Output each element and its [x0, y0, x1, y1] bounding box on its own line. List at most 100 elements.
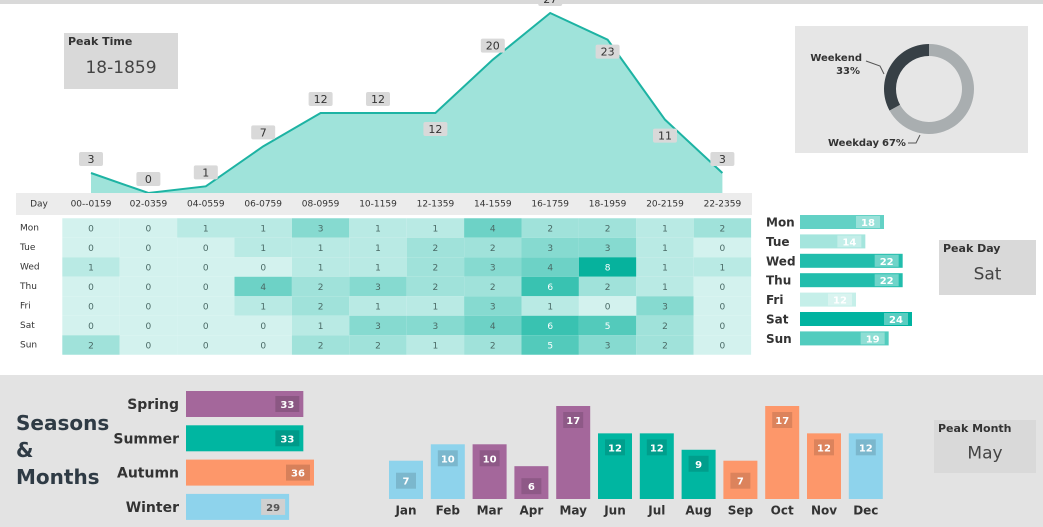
bar [598, 433, 632, 499]
heat-cell [177, 257, 235, 277]
slice-value: 67% [882, 138, 906, 149]
cell-label: 0 [203, 322, 209, 332]
heat-cell [693, 276, 752, 297]
value-label: 14 [842, 237, 856, 248]
value-label: 23 [601, 46, 615, 59]
card [64, 33, 178, 89]
heat-cell [234, 218, 292, 238]
cell-label: 6 [547, 322, 553, 332]
header-row [16, 193, 752, 215]
donut-slice [884, 44, 929, 111]
value-label-box [286, 464, 310, 481]
heat-cell [234, 315, 292, 336]
value-label: 36 [291, 469, 305, 480]
value-label: 11 [658, 130, 672, 143]
category-label: Tue [766, 235, 790, 249]
value-label-box [136, 172, 161, 186]
heat-cell [521, 315, 579, 336]
cell-label: 2 [88, 342, 94, 352]
heat-cell [521, 257, 579, 277]
value-label-box [856, 216, 880, 228]
card-label: Peak Day [943, 242, 1000, 255]
x-tick-label: Dec [853, 504, 878, 518]
bar [186, 391, 304, 417]
x-tick-label: Oct [771, 504, 794, 518]
value-label-box [646, 439, 667, 456]
value-label-box [884, 313, 908, 325]
value-label: 0 [145, 173, 152, 186]
value-label-box [538, 0, 563, 6]
category-label: Thu [766, 274, 791, 288]
heat-cell [234, 296, 292, 316]
x-tick-label: May [559, 504, 587, 518]
heat-cell [521, 335, 579, 355]
cell-label: 0 [88, 322, 94, 332]
cell-label: 0 [146, 264, 152, 274]
cell-label: 1 [375, 264, 381, 274]
value-label-box [772, 412, 793, 428]
value-label-box [595, 44, 620, 59]
heat-cell [521, 218, 579, 238]
cell-label: 2 [318, 342, 324, 352]
value-label: 6 [528, 482, 535, 493]
cell-label: 0 [146, 244, 152, 254]
heat-cell [578, 237, 637, 258]
value-label-box [860, 332, 885, 345]
heat-cell [406, 237, 465, 258]
value-label: 10 [441, 454, 455, 465]
cell-label: 1 [318, 244, 324, 254]
heat-cell [406, 276, 465, 297]
category-label: Wed [766, 254, 796, 268]
cell-label: 3 [547, 244, 553, 254]
x-tick-label: 14-1559 [474, 200, 512, 210]
cell-label: 0 [88, 225, 94, 235]
x-tick-label: 12-1359 [417, 200, 455, 210]
heat-cell [291, 237, 350, 258]
heat-cell [464, 237, 522, 258]
value-label-box [261, 498, 286, 515]
heat-cell [291, 257, 350, 277]
cell-label: 0 [203, 264, 209, 274]
value-label-box [308, 92, 333, 106]
bar [800, 273, 903, 288]
row-label: Wed [20, 263, 40, 273]
cell-label: 1 [375, 244, 381, 254]
cell-label: 2 [318, 303, 324, 313]
heat-cell [62, 315, 120, 336]
x-tick-label: 06-0759 [244, 200, 282, 210]
card-value: Sat [974, 265, 1002, 285]
value-label: 20 [486, 40, 500, 53]
category-label: Summer [113, 431, 179, 447]
cell-label: 0 [203, 244, 209, 254]
heat-cell [349, 218, 407, 238]
value-label: 12 [833, 296, 847, 307]
cell-label: 0 [146, 303, 152, 313]
bar [800, 292, 856, 307]
cell-label: 3 [375, 283, 381, 293]
heat-cell [177, 237, 235, 258]
heat-cell [578, 296, 637, 316]
cell-label: 4 [490, 322, 496, 332]
cell-label: 0 [88, 303, 94, 313]
section-title: Seasons & Months [16, 411, 110, 489]
x-tick-label: 16-1759 [531, 200, 569, 210]
heat-cell [636, 276, 694, 297]
x-tick-label: Mar [477, 504, 503, 518]
leader [908, 134, 921, 144]
cell-label: 1 [203, 225, 209, 235]
category-label: Winter [126, 500, 179, 516]
cell-label: 4 [260, 283, 266, 293]
cell-label: 1 [720, 264, 726, 274]
bar [389, 460, 423, 499]
bar [800, 312, 912, 326]
heat-cell [62, 257, 120, 277]
value-label: 18 [861, 218, 875, 229]
heat-cell [291, 315, 350, 336]
bar [723, 460, 758, 499]
heat-cell [234, 237, 292, 258]
x-tick-label: 00--0159 [71, 200, 112, 210]
slice-label: Weekend [810, 53, 862, 64]
cell-label: 5 [547, 342, 553, 352]
value-label: 7 [737, 477, 744, 488]
heat-cell [62, 335, 120, 355]
